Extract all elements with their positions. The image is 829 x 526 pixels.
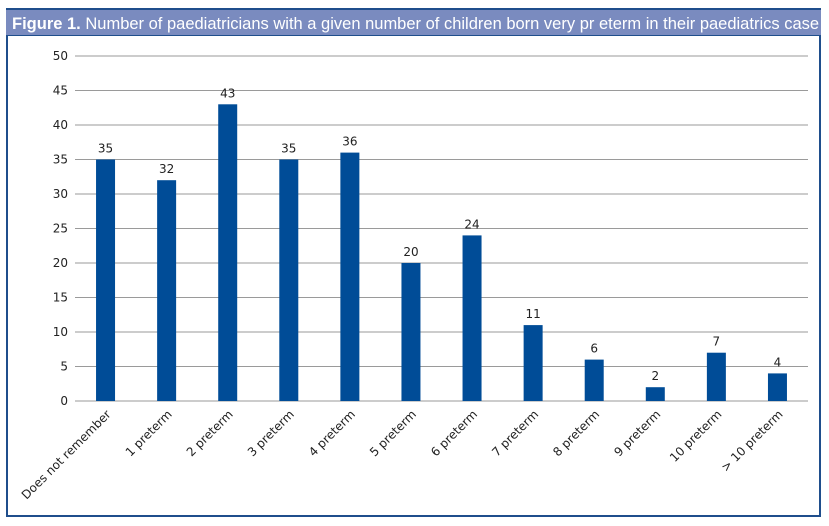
y-tick-label: 0 [60, 394, 68, 408]
data-label: 2 [651, 369, 659, 383]
data-label: 43 [220, 86, 235, 100]
x-tick-label: 2 preterm [184, 407, 236, 459]
bar [767, 373, 787, 401]
x-tick-label: 8 preterm [550, 407, 602, 459]
x-tick-label: 1 preterm [123, 407, 175, 459]
y-tick-label: 5 [60, 360, 68, 374]
x-tick-label: Does not remember [19, 407, 114, 502]
chart-title: Figure 1. Number of paediatricians with … [6, 8, 829, 36]
y-tick-label: 40 [53, 118, 68, 132]
y-tick-label: 35 [53, 153, 68, 167]
data-label: 20 [403, 245, 418, 259]
bar [706, 352, 726, 401]
bar [279, 159, 299, 401]
x-tick-label: 6 preterm [428, 407, 480, 459]
bar [584, 359, 604, 401]
data-label: 6 [590, 342, 598, 356]
x-tick-label: 10 preterm [667, 407, 724, 464]
bar [401, 263, 421, 401]
y-tick-label: 45 [53, 84, 68, 98]
x-tick-label: 9 preterm [611, 407, 663, 459]
x-tick-label: 5 preterm [367, 407, 419, 459]
x-tick-label: 4 preterm [306, 407, 358, 459]
y-tick-label: 20 [53, 256, 68, 270]
x-tick-label: > 10 preterm [718, 407, 785, 474]
data-label: 35 [281, 142, 296, 156]
bar [157, 180, 177, 401]
data-label: 36 [342, 135, 357, 149]
y-tick-label: 30 [53, 187, 68, 201]
bar [96, 159, 116, 401]
y-tick-label: 50 [53, 49, 68, 63]
figure-label: Figure 1. [12, 15, 81, 33]
y-tick-label: 10 [53, 325, 68, 339]
x-tick-label: 7 preterm [489, 407, 541, 459]
data-label: 24 [464, 217, 479, 231]
y-tick-label: 25 [53, 222, 68, 236]
y-tick-label: 15 [53, 291, 68, 305]
figure-frame [6, 8, 821, 517]
bar [218, 104, 238, 402]
data-label: 32 [159, 162, 174, 176]
bar [462, 235, 482, 401]
x-tick-label: 3 preterm [245, 407, 297, 459]
bar [340, 152, 360, 401]
data-label: 35 [98, 142, 113, 156]
data-label: 11 [525, 307, 540, 321]
data-label: 4 [774, 355, 782, 369]
bar [523, 325, 543, 401]
title-text: Number of paediatricians with a given nu… [85, 15, 829, 33]
bar [645, 387, 665, 401]
data-label: 7 [713, 335, 721, 349]
